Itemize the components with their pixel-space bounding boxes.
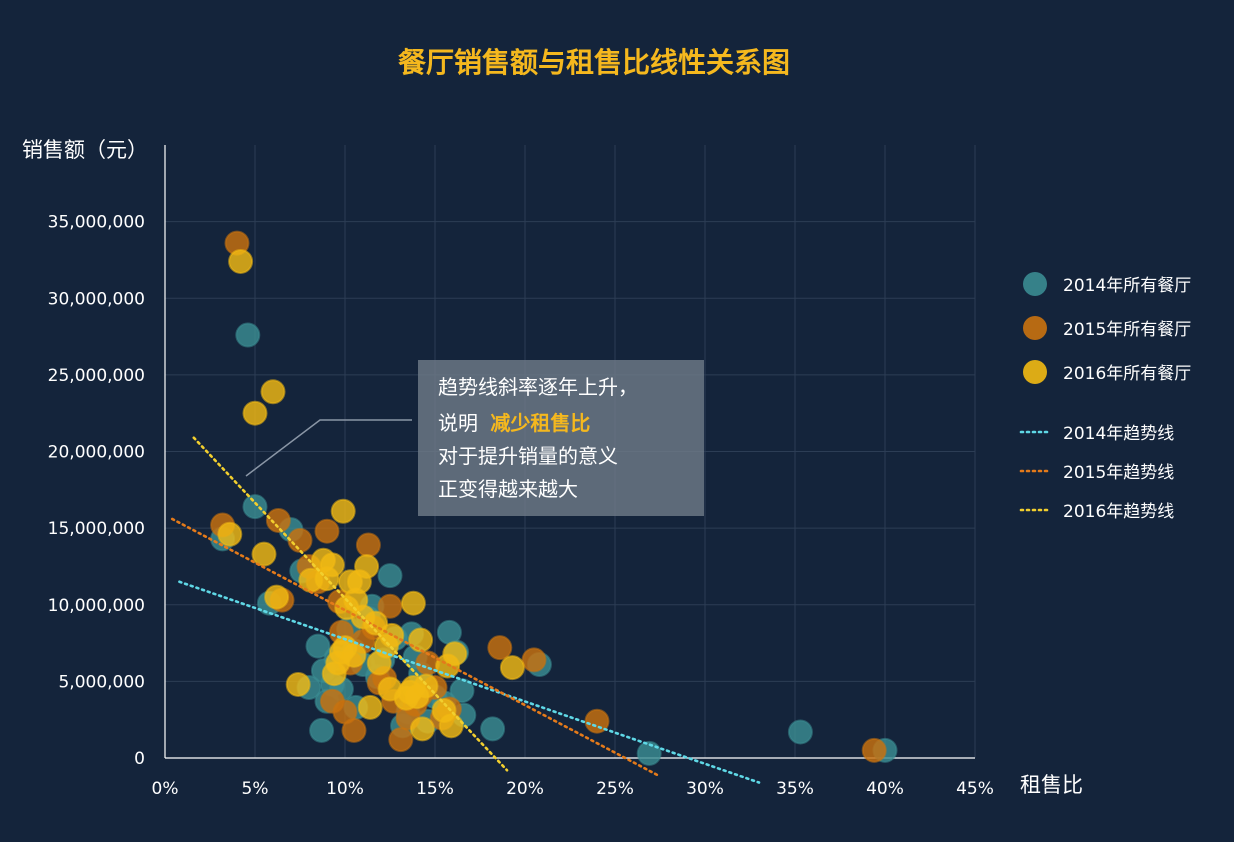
x-tick-label: 40% xyxy=(866,779,904,799)
annotation-line-3: 对于提升销量的意义 xyxy=(438,444,618,468)
legend-label: 2016年趋势线 xyxy=(1063,502,1174,522)
data-point xyxy=(251,541,277,567)
data-point xyxy=(480,716,506,742)
trendline xyxy=(192,436,509,772)
x-tick-label: 45% xyxy=(956,779,994,799)
data-point xyxy=(287,527,313,553)
y-tick-label: 15,000,000 xyxy=(48,519,145,539)
data-point xyxy=(354,553,380,579)
y-tick-label: 10,000,000 xyxy=(48,596,145,616)
data-point xyxy=(242,494,268,520)
data-point xyxy=(487,635,513,661)
annotation-line-4: 正变得越来越大 xyxy=(438,477,578,501)
data-point xyxy=(409,716,435,742)
data-point xyxy=(355,532,381,558)
data-point xyxy=(861,737,887,763)
y-tick-label: 25,000,000 xyxy=(48,366,145,386)
axes: 0% 5% 10% 15% 20% 25% 30% 35% 40% 45% 0 5,000,000 10… xyxy=(48,145,994,799)
data-point xyxy=(265,507,291,533)
data-point xyxy=(242,400,268,426)
scatter-points xyxy=(210,230,898,766)
y-tick-label: 20,000,000 xyxy=(48,443,145,463)
annotation-callout: 趋势线斜率逐年上升， 说明 减少租售比 对于提升销量的意义 正变得越来越大 xyxy=(245,360,704,516)
data-point xyxy=(319,552,345,578)
x-tick-label: 5% xyxy=(242,779,269,799)
data-point xyxy=(228,248,254,274)
data-point xyxy=(305,633,331,659)
data-point xyxy=(285,671,311,697)
annotation-line-2: 说明 减少租售比 xyxy=(438,411,590,435)
data-point xyxy=(377,563,403,589)
data-point xyxy=(521,647,547,673)
x-tick-label: 15% xyxy=(416,779,454,799)
data-point xyxy=(400,590,426,616)
y-axis-label: 销售额（元） xyxy=(22,138,148,162)
data-point xyxy=(341,717,367,743)
data-point xyxy=(787,719,813,745)
trendline xyxy=(178,580,761,784)
y-tick-label: 30,000,000 xyxy=(48,289,145,309)
data-point xyxy=(408,627,434,653)
legend-label: 2015年所有餐厅 xyxy=(1063,320,1191,340)
annotation-line-2-prefix: 说明 xyxy=(438,411,484,435)
legend-marker xyxy=(1023,360,1047,384)
x-tick-label: 10% xyxy=(326,779,364,799)
data-point xyxy=(314,518,340,544)
x-axis-label: 租售比 xyxy=(1020,773,1083,797)
annotation-line-1: 趋势线斜率逐年上升， xyxy=(438,375,638,399)
legend-label: 2014年趋势线 xyxy=(1063,424,1174,444)
legend-label: 2015年趋势线 xyxy=(1063,463,1174,483)
data-point xyxy=(357,694,383,720)
x-tick-label: 20% xyxy=(506,779,544,799)
data-point xyxy=(260,379,286,405)
data-point xyxy=(235,322,261,348)
data-point xyxy=(341,642,367,668)
annotation-highlight: 减少租售比 xyxy=(490,411,590,435)
x-tick-label: 35% xyxy=(776,779,814,799)
legend-label: 2016年所有餐厅 xyxy=(1063,364,1191,384)
legend-marker xyxy=(1023,272,1047,296)
legend: 2014年所有餐厅 2015年所有餐厅 2016年所有餐厅 2014年趋势线 2015年… xyxy=(1019,272,1191,522)
chart-title: 餐厅销售额与租售比线性关系图 xyxy=(398,46,790,79)
data-point xyxy=(442,641,468,667)
legend-marker xyxy=(1023,316,1047,340)
data-point xyxy=(413,673,439,699)
data-point xyxy=(330,498,356,524)
data-point xyxy=(584,708,610,734)
data-point xyxy=(217,521,243,547)
legend-label: 2014年所有餐厅 xyxy=(1063,276,1191,296)
data-point xyxy=(309,717,335,743)
data-point xyxy=(438,713,464,739)
x-tick-label: 25% xyxy=(596,779,634,799)
data-point xyxy=(264,584,290,610)
data-point xyxy=(388,727,414,753)
x-tick-label: 30% xyxy=(686,779,724,799)
y-tick-label: 5,000,000 xyxy=(58,672,145,692)
annotation-box xyxy=(418,360,704,516)
y-tick-label: 0 xyxy=(134,749,145,769)
trendline xyxy=(170,517,662,778)
data-point xyxy=(499,655,525,681)
trendlines xyxy=(170,436,761,784)
annotation-leader-line xyxy=(245,419,412,477)
y-tick-label: 35,000,000 xyxy=(48,213,145,233)
x-tick-label: 0% xyxy=(152,779,179,799)
